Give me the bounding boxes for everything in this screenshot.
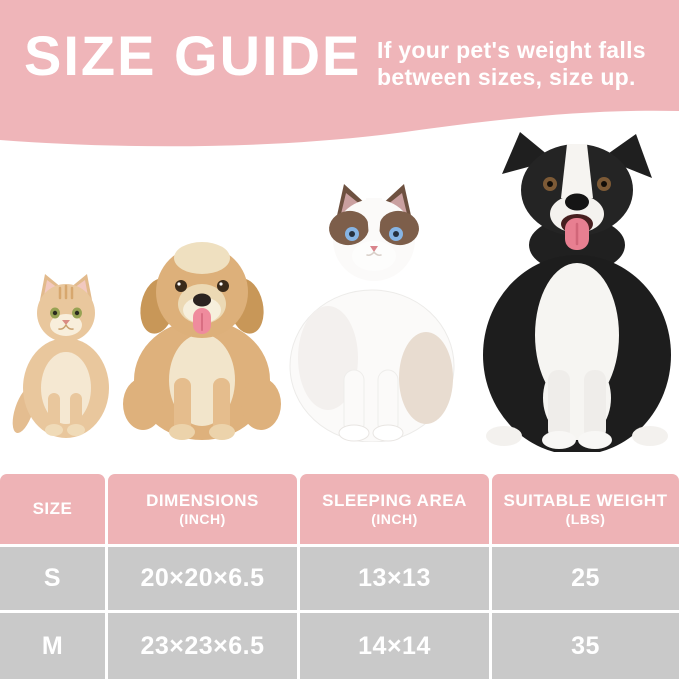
banner-subtitle: If your pet's weight falls between sizes… <box>377 37 646 91</box>
banner-subtitle-line2: between sizes, size up. <box>377 64 636 90</box>
table-header-dimensions-unit: (INCH) <box>179 511 226 527</box>
table-header-suitable-weight-unit: (LBS) <box>565 511 606 527</box>
table-header-suitable-weight: SUITABLE WEIGHT (LBS) <box>492 474 679 544</box>
table-header-sleeping-area-unit: (INCH) <box>371 511 418 527</box>
table-header-sleeping-area: SLEEPING AREA (INCH) <box>300 474 489 544</box>
pink-wave-banner <box>0 0 679 147</box>
border-collie-photo <box>474 130 679 452</box>
cell-row-m-sleeping-area: 14×14 <box>300 613 489 679</box>
cell-row-s-suitable-weight: 25 <box>492 547 679 610</box>
table-header-size-label: SIZE <box>32 499 73 518</box>
page-title: SIZE GUIDE <box>24 24 362 87</box>
cell-row-m-suitable-weight: 35 <box>492 613 679 679</box>
cell-row-m-dimensions: 23×23×6.5 <box>108 613 297 679</box>
table-header-size: SIZE <box>0 474 105 544</box>
table-header-dimensions-label: DIMENSIONS <box>146 491 259 510</box>
tan-puppy-photo <box>118 228 286 442</box>
table-header-dimensions: DIMENSIONS (INCH) <box>108 474 297 544</box>
banner-subtitle-line1: If your pet's weight falls <box>377 37 646 63</box>
table-header-suitable-weight-label: SUITABLE WEIGHT <box>503 491 668 510</box>
size-table: SIZE DIMENSIONS (INCH) SLEEPING AREA (IN… <box>0 474 679 679</box>
cell-row-m-size: M <box>0 613 105 679</box>
cell-row-s-sleeping-area: 13×13 <box>300 547 489 610</box>
small-tan-cat-photo <box>12 268 118 438</box>
table-header-sleeping-area-label: SLEEPING AREA <box>322 491 467 510</box>
cell-row-s-dimensions: 20×20×6.5 <box>108 547 297 610</box>
cell-row-s-size: S <box>0 547 105 610</box>
ragdoll-cat-photo <box>286 178 458 442</box>
